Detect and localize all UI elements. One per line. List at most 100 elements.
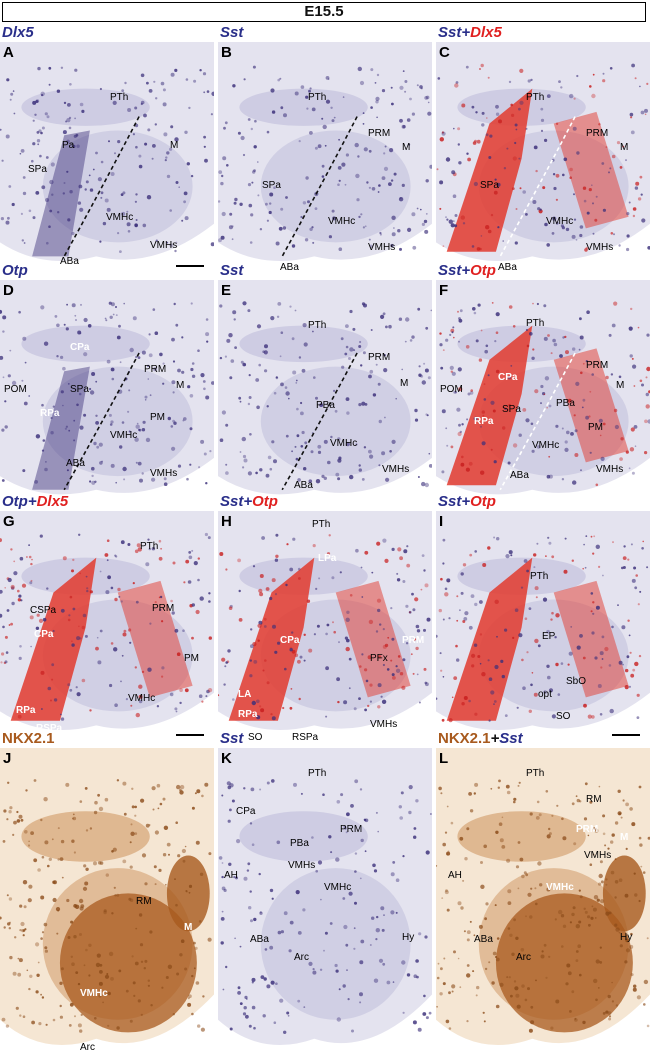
region-label: PTh — [110, 92, 129, 103]
panel-h: Sst+Otp H PTh LPa PRM CPa PFx LA RPa SO RSPa VMHs — [218, 493, 432, 744]
region-label: VMHs — [150, 240, 178, 251]
panel-letter: H — [221, 513, 232, 530]
panel-title-segment: Otp — [2, 262, 28, 279]
region-label: RSPa — [36, 723, 63, 734]
region-label: PRM — [144, 364, 167, 375]
region-label: SPa — [70, 384, 89, 395]
panel-title: Sst+Otp — [220, 493, 278, 511]
panel-k: Sst K PTh CPa PRM PBa VMHs AH VMHc Hy ABa Arc — [218, 730, 432, 1064]
panel-g: Otp+Dlx5 G PTh CSPa PRM CPa PM RPa RSPa VMHc — [0, 493, 214, 744]
region-label: VMHc — [330, 438, 358, 449]
panel-title-segment: Sst — [499, 730, 523, 747]
panel-title-segment: Sst — [220, 493, 244, 510]
region-label: AH — [448, 870, 462, 881]
panel-title-segment: Sst — [220, 262, 244, 279]
region-label: CPa — [280, 635, 300, 646]
region-label: Arc — [294, 952, 309, 963]
region-label: M — [170, 140, 179, 151]
region-label: CPa — [498, 372, 518, 383]
region-label: PTh — [308, 320, 327, 331]
region-label: M — [184, 922, 193, 933]
panel-title: Sst — [220, 730, 243, 748]
panel-j: NKX2.1 J RM M VMHc Arc — [0, 730, 214, 1064]
region-label: PM — [150, 412, 165, 423]
region-label: PRM — [586, 128, 609, 139]
panel-title-segment: + — [243, 493, 253, 510]
panel-title: Otp — [2, 262, 28, 280]
region-label: VMHs — [150, 468, 178, 479]
histology-image: D CPa PRM M POM SPa RPa PM VMHc ABa VMHs — [0, 280, 214, 508]
panel-title-segment: + — [461, 493, 471, 510]
panel-title: Sst — [220, 262, 243, 280]
region-label: SPa — [480, 180, 499, 191]
tissue-section — [218, 280, 432, 495]
tissue-section — [218, 42, 432, 262]
histology-image: A PTh Pa SPa M VMHc VMHs ABa — [0, 42, 214, 275]
region-label: PRM — [576, 824, 599, 835]
panel-title-segment: Sst — [438, 24, 462, 41]
region-label: PTh — [308, 768, 327, 779]
region-label: ABa — [510, 470, 529, 481]
region-label: LPa — [318, 553, 337, 564]
panel-title: Sst+Otp — [438, 262, 496, 280]
region-label: PTh — [308, 92, 327, 103]
region-label: PRM — [368, 352, 391, 363]
region-label: PTh — [530, 571, 549, 582]
region-label: M — [620, 142, 629, 153]
tissue-section — [436, 42, 650, 262]
histology-image: C PTh PRM M SPa VMHc ABa VMHs — [436, 42, 650, 275]
panel-letter: A — [3, 44, 14, 61]
region-label: RPa — [40, 408, 60, 419]
region-label: VMHs — [368, 242, 396, 253]
region-label: VMHc — [110, 430, 138, 441]
tissue-section — [436, 748, 650, 1046]
panel-title-segment: NKX2.1 — [2, 730, 55, 747]
region-label: SPa — [28, 164, 47, 175]
panel-title-segment: + — [461, 262, 471, 279]
panel-title-segment: Dlx5 — [470, 24, 502, 41]
panel-letter: B — [221, 44, 232, 61]
region-label: M — [616, 380, 625, 391]
region-label: ABa — [474, 934, 493, 945]
panel-letter: E — [221, 282, 232, 299]
region-label: SbO — [566, 676, 587, 687]
region-label: PTh — [140, 541, 159, 552]
histology-image: I PTh EP SbO opt SO — [436, 511, 650, 744]
tissue-section — [436, 280, 650, 495]
region-label: PM — [184, 653, 199, 664]
region-label: RPa — [16, 705, 36, 716]
region-label: EP — [542, 631, 556, 642]
region-label: PRM — [340, 824, 363, 835]
panel-title-segment: Otp — [2, 493, 28, 510]
region-label: VMHc — [546, 216, 574, 227]
histology-image: J RM M VMHc Arc — [0, 748, 214, 1064]
panel-title: NKX2.1+Sst — [438, 730, 523, 748]
region-label: PRM — [152, 603, 175, 614]
panel-title-segment: Dlx5 — [2, 24, 34, 41]
region-label: ABa — [60, 256, 79, 267]
region-label: SO — [556, 711, 571, 722]
region-label: ABa — [294, 480, 313, 491]
region-label: VMHs — [370, 719, 398, 730]
panel-title-segment: Sst — [220, 24, 244, 41]
panel-title: Sst+Otp — [438, 493, 496, 511]
histology-image: G PTh CSPa PRM CPa PM RPa RSPa VMHc — [0, 511, 214, 744]
tissue-section — [0, 280, 214, 495]
region-label: VMHc — [80, 988, 108, 999]
region-label: M — [176, 380, 185, 391]
region-label: VMHc — [546, 882, 574, 893]
panel-title-segment: Otp — [470, 262, 496, 279]
region-label: Arc — [80, 1042, 95, 1053]
tissue-section — [218, 748, 432, 1046]
region-label: ABa — [280, 262, 299, 273]
region-label: RM — [586, 794, 602, 805]
region-label: PRM — [402, 635, 425, 646]
region-label: PBa — [290, 838, 309, 849]
region-label: RPa — [238, 709, 258, 720]
figure-title: E15.5 — [2, 2, 646, 22]
region-label: VMHc — [532, 440, 560, 451]
region-label: VMHs — [288, 860, 316, 871]
histology-image: E PTh PRM M PBa VMHc ABa VMHs — [218, 280, 432, 508]
panel-title: Sst — [220, 24, 243, 42]
region-label: M — [402, 142, 411, 153]
